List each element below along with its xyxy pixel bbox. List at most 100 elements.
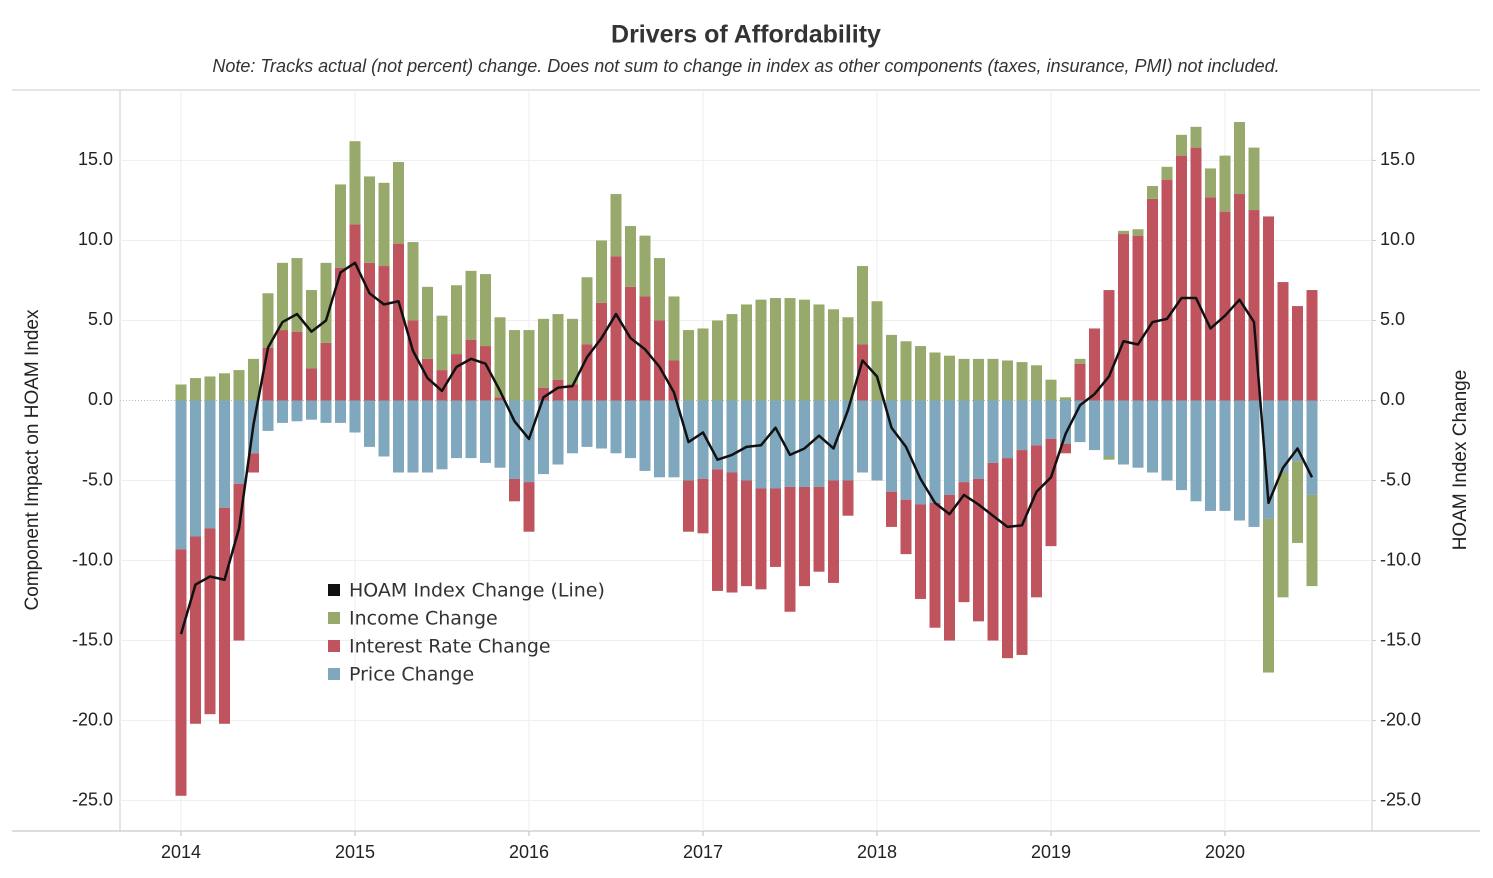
bar [1306,400,1318,495]
bar [770,298,781,401]
bar [1045,438,1057,547]
y-tick-label: 10.0 [78,229,113,249]
legend-swatch [328,612,340,624]
bar [567,318,578,385]
legend-text: Income Change [349,608,498,630]
bar [523,330,535,401]
bar [886,491,897,527]
bar [683,480,694,532]
bar [349,224,361,401]
x-tick-label: 2017 [683,842,723,862]
bar [277,262,288,331]
bar [755,299,767,401]
bar [393,400,404,473]
bar [755,488,767,590]
bar [277,400,288,423]
bar [1234,122,1245,195]
bar [1248,210,1260,401]
bar [552,400,564,465]
bar [581,400,593,447]
bar [596,302,607,401]
bar [480,274,491,347]
bar [944,400,955,495]
bar [1205,168,1216,198]
y2-tick-label: 0.0 [1380,389,1405,409]
y-tick-label: -10.0 [72,549,113,569]
bar [1248,400,1260,527]
bar [1176,134,1187,156]
bar [552,314,564,380]
bar [726,472,738,593]
bar [1292,306,1303,401]
bar [262,347,274,401]
bar [480,346,491,401]
bar [1190,400,1202,502]
bar [987,358,999,401]
bar [494,317,506,398]
x-tick-label: 2016 [509,842,549,862]
bar [393,243,404,401]
bar [436,315,448,371]
bar [581,277,593,345]
bar [770,488,781,567]
bar [1263,216,1274,401]
bar [364,176,375,263]
bar [625,286,636,401]
bar [451,354,462,401]
bar [1016,400,1028,451]
line [179,261,1314,635]
bar [799,400,810,487]
y-tick-label: -5.0 [82,469,113,489]
bar [944,355,955,401]
y2-tick-label: -15.0 [1380,629,1421,649]
bar [1306,290,1318,401]
bar [581,344,593,401]
bar [364,262,375,401]
bar [1118,234,1129,401]
bar [1074,363,1086,401]
y-axis-title: Component Impact on HOAM Index [22,309,43,610]
bar [842,317,854,401]
bar [465,339,477,401]
bar [1031,400,1042,446]
bar [712,320,723,401]
bar [1103,456,1115,460]
bar [1060,400,1071,444]
bar [1292,400,1303,462]
x-tick-label: 2020 [1205,842,1245,862]
bar [813,304,825,401]
bar [262,293,274,348]
y-tick-label: -20.0 [72,709,113,729]
bar [233,400,245,484]
y-tick-label: 5.0 [88,309,113,329]
bar [494,397,506,401]
y2-tick-label: 15.0 [1380,149,1415,169]
bar [1060,443,1071,454]
bar [480,400,491,463]
x-tick-label: 2018 [857,842,897,862]
bar [320,262,332,343]
bar [741,400,752,481]
bar [233,483,245,641]
bar [958,358,970,401]
bar [799,486,810,587]
bar [958,400,970,483]
bar [567,384,578,401]
y-tick-label: 0.0 [88,389,113,409]
bar [523,400,535,483]
bar [784,298,796,401]
bar [509,400,520,479]
bar [683,330,694,401]
bar [973,478,984,622]
bar [712,400,723,470]
bar [900,400,912,500]
bar [610,400,622,454]
bar [668,400,680,478]
bar [233,370,245,401]
bar [407,400,419,473]
bar [929,502,941,628]
bar [378,266,390,401]
bar [1132,400,1144,468]
bar [1074,400,1086,443]
bar [436,370,448,401]
